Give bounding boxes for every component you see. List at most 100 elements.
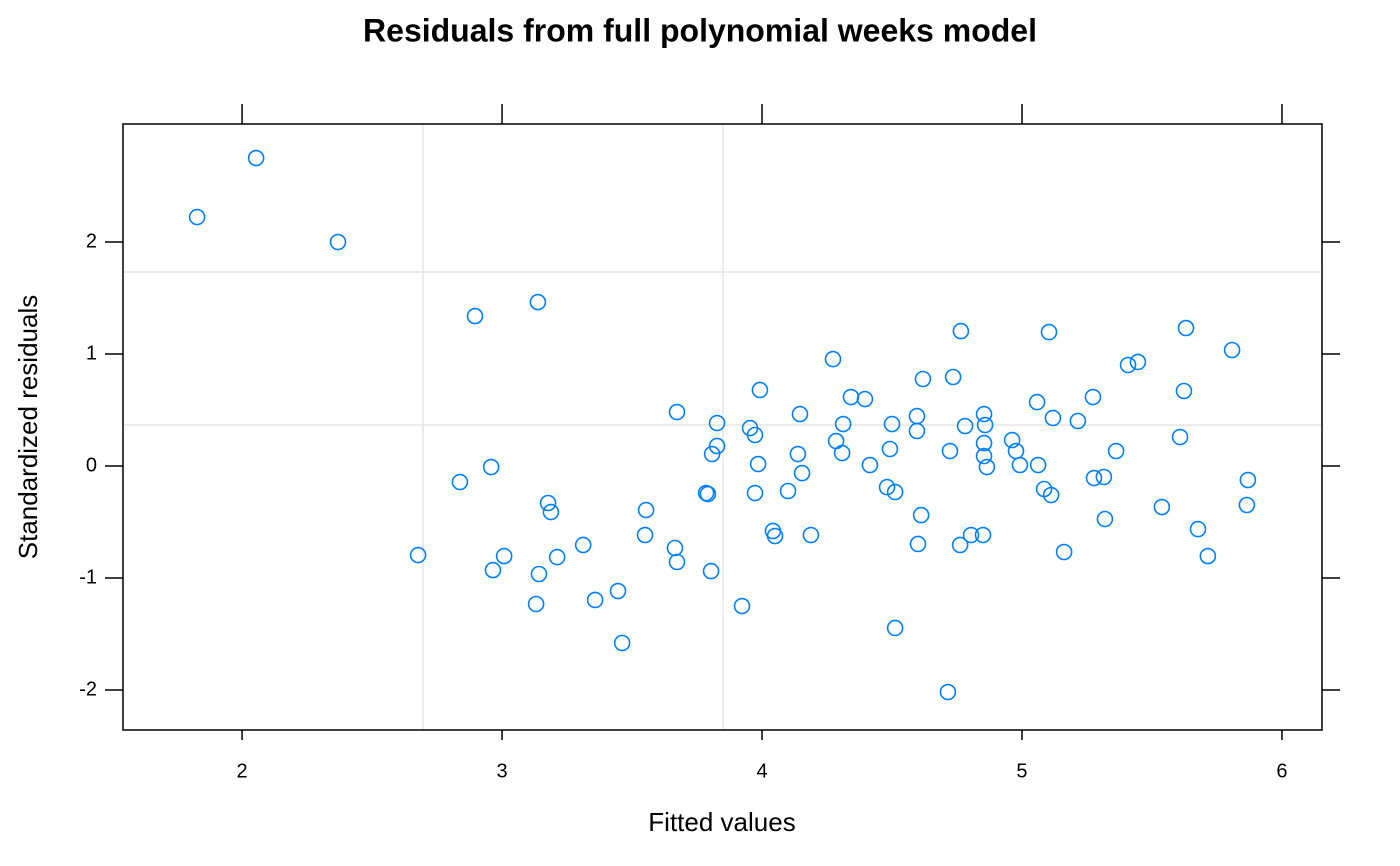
point (834, 415, 852, 433)
point (941, 442, 959, 460)
point (1175, 382, 1193, 400)
y-tick-label: 1 (86, 342, 97, 364)
point (708, 437, 726, 455)
point (746, 426, 764, 444)
point (409, 546, 427, 564)
y-tick-label: -2 (79, 678, 97, 700)
point (952, 322, 970, 340)
point (962, 526, 980, 544)
point (1223, 341, 1241, 359)
x-tick-label: 5 (1016, 760, 1027, 782)
point (613, 634, 631, 652)
x-tick-label: 3 (496, 760, 507, 782)
point (1003, 431, 1021, 449)
point (733, 597, 751, 615)
x-axis-label: Fitted values (648, 807, 795, 837)
point (978, 458, 996, 476)
point (975, 434, 993, 452)
point (883, 415, 901, 433)
point (527, 595, 545, 613)
point (1069, 412, 1087, 430)
point (1085, 469, 1103, 487)
point (833, 444, 851, 462)
point (1040, 323, 1058, 341)
y-tick-label: 2 (86, 230, 97, 252)
x-tick-label: 4 (756, 760, 767, 782)
point (1171, 428, 1189, 446)
point (861, 456, 879, 474)
point (530, 565, 548, 583)
point (1238, 496, 1256, 514)
point (466, 307, 484, 325)
point (886, 619, 904, 637)
point (975, 447, 993, 465)
point (1199, 547, 1217, 565)
point (495, 547, 513, 565)
point (766, 527, 784, 545)
point (944, 368, 962, 386)
point (886, 483, 904, 501)
chart-title: Residuals from full polynomial weeks mod… (363, 12, 1037, 48)
point (484, 561, 502, 579)
x-tick-label: 2 (237, 760, 248, 782)
point (956, 417, 974, 435)
x-tick-label: 6 (1276, 760, 1287, 782)
point (976, 416, 994, 434)
point (708, 414, 726, 432)
point (791, 405, 809, 423)
point (912, 506, 930, 524)
point (802, 526, 820, 544)
plot-frame (122, 123, 1323, 731)
point (1042, 486, 1060, 504)
point (1028, 393, 1046, 411)
point (779, 482, 797, 500)
point (1029, 456, 1047, 474)
point (451, 473, 469, 491)
y-axis-label: Standardized residuals (13, 295, 43, 560)
point (666, 539, 684, 557)
point (1096, 510, 1114, 528)
point (881, 440, 899, 458)
point (609, 582, 627, 600)
point (939, 683, 957, 701)
point (188, 208, 206, 226)
point (668, 403, 686, 421)
y-tick-label: -1 (79, 566, 97, 588)
point (1044, 409, 1062, 427)
point (1119, 356, 1137, 374)
point (247, 149, 265, 167)
point (482, 458, 500, 476)
point (539, 494, 557, 512)
point (842, 388, 860, 406)
point (699, 485, 717, 503)
point (1084, 388, 1102, 406)
point (542, 503, 560, 521)
point (908, 407, 926, 425)
point (793, 464, 811, 482)
point (702, 562, 720, 580)
point (1095, 468, 1113, 486)
point (914, 370, 932, 388)
point (1239, 471, 1257, 489)
point (548, 548, 566, 566)
point (1011, 456, 1029, 474)
point (329, 233, 347, 251)
point (703, 445, 721, 463)
point (909, 535, 927, 553)
point (1177, 319, 1195, 337)
point (749, 455, 767, 473)
point (746, 484, 764, 502)
point (878, 478, 896, 496)
point (529, 293, 547, 311)
point (637, 501, 655, 519)
point (1055, 543, 1073, 561)
point (856, 390, 874, 408)
point (668, 553, 686, 571)
point (1189, 520, 1207, 538)
point (1153, 498, 1171, 516)
point (751, 381, 769, 399)
point (951, 536, 969, 554)
point (1129, 353, 1147, 371)
point (974, 526, 992, 544)
